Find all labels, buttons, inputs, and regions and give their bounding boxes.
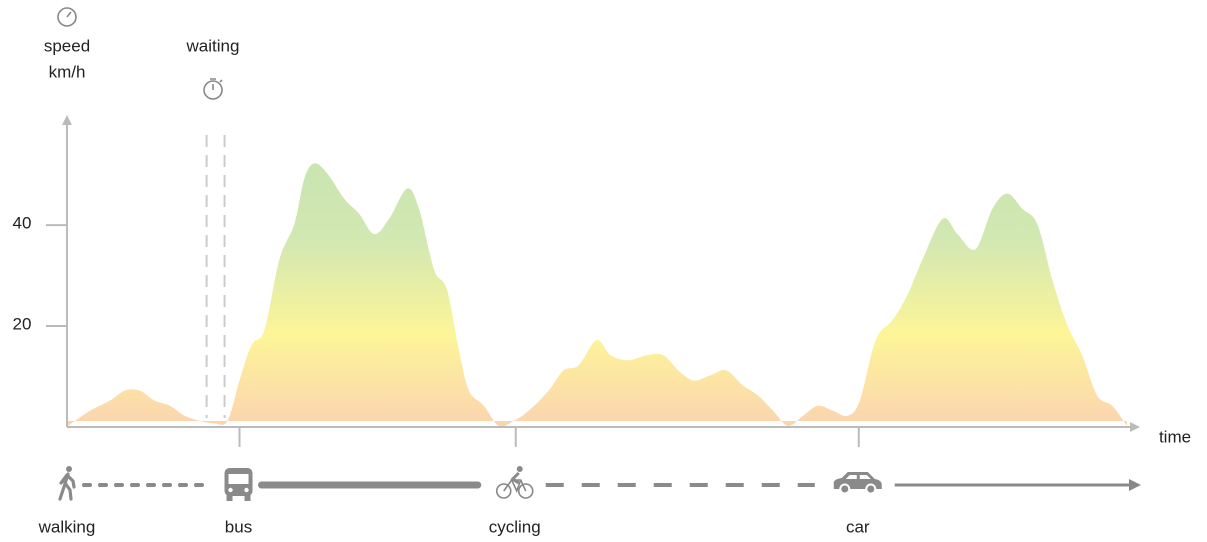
waiting-label: waiting bbox=[186, 36, 240, 55]
speed-icon bbox=[57, 7, 77, 27]
mode-icon bbox=[58, 464, 76, 501]
y-tick-label: 40 bbox=[13, 214, 32, 233]
mode-icon bbox=[832, 471, 883, 495]
y-tick-label: 20 bbox=[13, 315, 32, 334]
mode-icon bbox=[495, 464, 535, 500]
y-label: km/h bbox=[49, 62, 86, 81]
mode-icon bbox=[224, 468, 253, 501]
mode-label: cycling bbox=[489, 517, 541, 536]
x-label: time bbox=[1159, 427, 1191, 446]
mode-label: walking bbox=[38, 517, 96, 536]
mode-label: car bbox=[846, 517, 870, 536]
stopwatch-icon bbox=[203, 78, 223, 100]
y-label: speed bbox=[44, 36, 90, 55]
mode-label: bus bbox=[225, 517, 252, 536]
speed-area bbox=[68, 163, 1128, 427]
